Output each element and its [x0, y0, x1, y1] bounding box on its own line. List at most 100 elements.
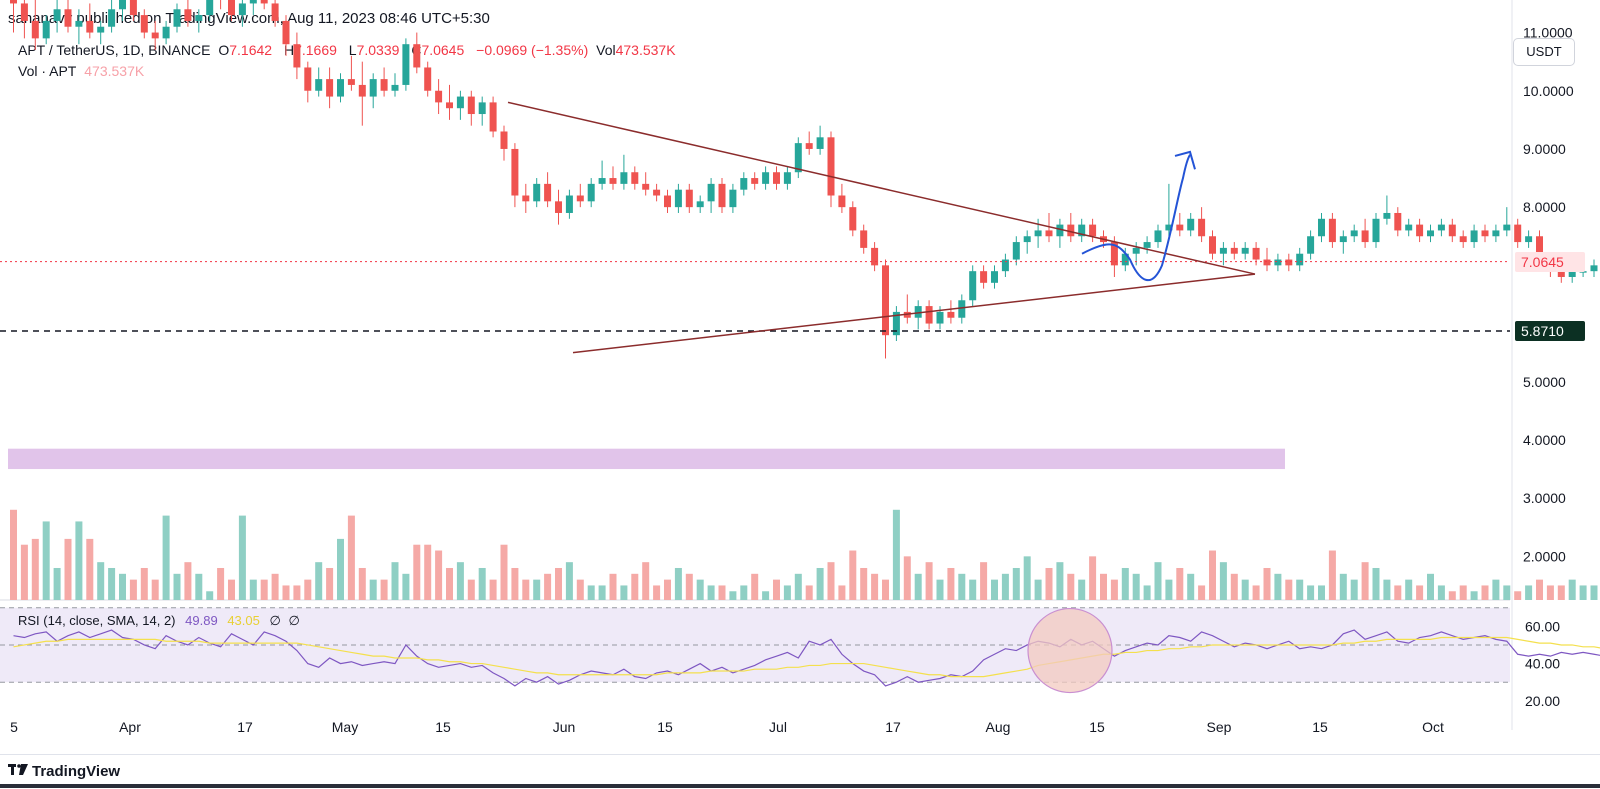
- volume-bar: [1503, 585, 1510, 600]
- candle-body: [599, 178, 606, 184]
- candle-body: [1046, 230, 1053, 236]
- candle-body: [228, 0, 235, 15]
- candle-body: [1569, 271, 1576, 277]
- volume-bar: [1274, 574, 1281, 600]
- volume-bar: [108, 568, 115, 600]
- x-tick-label: Jun: [553, 719, 576, 735]
- x-tick-label: Aug: [986, 719, 1011, 735]
- candle-body: [413, 44, 420, 67]
- candle-body: [1089, 225, 1096, 237]
- candle-body: [653, 190, 660, 196]
- volume-bar: [1492, 580, 1499, 600]
- volume-bar: [10, 510, 17, 600]
- candle-body: [1449, 225, 1456, 237]
- candle-body: [75, 21, 82, 27]
- candle-body: [10, 0, 17, 3]
- volume-bar: [424, 545, 431, 600]
- candle-body: [555, 201, 562, 213]
- last-price-tag: 7.0645: [1515, 252, 1585, 272]
- candle-body: [1220, 248, 1227, 254]
- candle-body: [1383, 213, 1390, 219]
- price-tick-label: 5.0000: [1523, 374, 1566, 390]
- tradingview-brand: TradingView: [32, 763, 120, 780]
- candle-body: [304, 67, 311, 90]
- volume-bar: [1264, 568, 1271, 600]
- candle-body: [958, 300, 965, 317]
- price-chart[interactable]: 11.000010.00009.00008.00005.00004.00003.…: [0, 0, 1600, 754]
- volume-bar: [1438, 585, 1445, 600]
- volume-bar: [1373, 568, 1380, 600]
- candle-body: [457, 97, 464, 109]
- x-tick-label: 15: [435, 719, 451, 735]
- volume-bar: [1089, 556, 1096, 600]
- x-tick-label: Jul: [769, 719, 787, 735]
- volume-bar: [392, 562, 399, 600]
- candle-body: [1176, 225, 1183, 231]
- rsi-label[interactable]: RSI (14, close, SMA, 14, 2): [18, 613, 176, 628]
- price-tick-label: 4.0000: [1523, 432, 1566, 448]
- volume-bar: [1285, 580, 1292, 600]
- candle-body: [490, 102, 497, 131]
- volume-bar: [511, 568, 518, 600]
- candle-body: [947, 312, 954, 318]
- rsi-highlight-circle: [1028, 609, 1112, 693]
- price-tick-label: 11.0000: [1523, 25, 1573, 41]
- volume-bar: [1056, 562, 1063, 600]
- volume-bar: [642, 562, 649, 600]
- candle-body: [326, 79, 333, 96]
- candle-body: [446, 102, 453, 108]
- x-tick-label: 15: [1089, 719, 1105, 735]
- volume-bar: [1558, 585, 1565, 600]
- candle-body: [566, 196, 573, 213]
- volume-bar: [97, 562, 104, 600]
- candle-body: [828, 137, 835, 195]
- highlight-band: [8, 449, 1285, 469]
- candle-body: [468, 97, 475, 114]
- volume-bar: [1307, 585, 1314, 600]
- candle-body: [1514, 225, 1521, 242]
- volume-bar: [937, 580, 944, 600]
- candle-body: [1209, 236, 1216, 253]
- volume-bar: [1405, 580, 1412, 600]
- volume-bar: [152, 580, 159, 600]
- candle-body: [359, 85, 366, 97]
- rsi-extra-1: ∅: [269, 613, 280, 628]
- volume-bar: [141, 568, 148, 600]
- tradingview-logo[interactable]: TradingView: [8, 763, 120, 780]
- volume-bar: [719, 585, 726, 600]
- volume-bar: [315, 562, 322, 600]
- candle-body: [686, 190, 693, 207]
- volume-bar: [174, 574, 181, 600]
- volume-bar: [402, 574, 409, 600]
- volume-bar: [1525, 585, 1532, 600]
- candle-body: [163, 27, 170, 39]
- volume-bar: [1231, 574, 1238, 600]
- candle-body: [54, 9, 61, 21]
- candle-body: [817, 137, 824, 149]
- volume-bar: [904, 556, 911, 600]
- candle-body: [272, 3, 279, 20]
- volume-bar: [337, 539, 344, 600]
- volume-bar: [1253, 585, 1260, 600]
- candle-body: [1482, 230, 1489, 236]
- window-edge: [0, 784, 1600, 788]
- candle-body: [1231, 248, 1238, 254]
- volume-bar: [490, 580, 497, 600]
- candle-body: [21, 3, 28, 20]
- candle-body: [838, 196, 845, 208]
- volume-bar: [522, 580, 529, 600]
- volume-bar: [1002, 574, 1009, 600]
- candle-body: [926, 306, 933, 323]
- candle-body: [86, 21, 93, 33]
- volume-bar: [1362, 562, 1369, 600]
- support-price-tag: 5.8710: [1515, 321, 1585, 341]
- volume-bar: [1569, 580, 1576, 600]
- volume-bar: [1329, 551, 1336, 600]
- volume-bar: [610, 574, 617, 600]
- volume-bar: [272, 574, 279, 600]
- volume-bar: [577, 580, 584, 600]
- volume-bar: [1165, 580, 1172, 600]
- candle-body: [250, 0, 257, 3]
- candle-body: [849, 207, 856, 230]
- x-tick-label: May: [332, 719, 358, 735]
